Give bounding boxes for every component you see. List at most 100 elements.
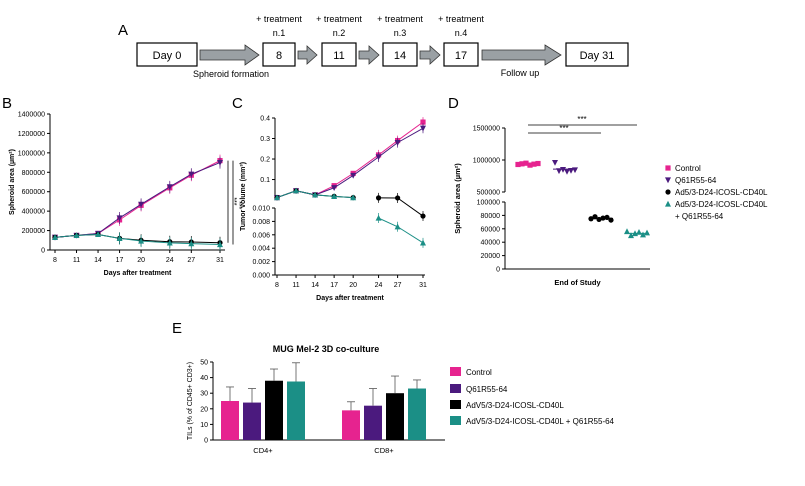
x-tick-label: 20: [137, 257, 145, 264]
x-tick-label: 31: [419, 282, 427, 289]
data-point: [293, 187, 300, 194]
series-line: [378, 217, 424, 244]
y-tick-label: 0: [41, 248, 45, 255]
y-tick-label: 600000: [22, 189, 45, 196]
y-tick-label: 0.2: [260, 157, 270, 164]
series-line: [54, 162, 221, 238]
data-point: [572, 167, 578, 174]
bar: [243, 402, 261, 440]
data-point: [312, 191, 319, 198]
y-tick-label: 800000: [22, 170, 45, 177]
x-tick-label: 14: [311, 282, 319, 289]
y-tick-label: 0.010: [252, 206, 270, 213]
data-point: [636, 228, 642, 235]
legend-marker: [665, 165, 671, 171]
x-tick-label: 27: [187, 257, 195, 264]
data-point: [624, 228, 630, 235]
y-tick-label: 40: [200, 375, 208, 382]
y-tick-label: 0.008: [252, 219, 270, 226]
legend-label: Ad5/3-D24-ICOSL-CD40L: [675, 188, 768, 197]
treatment-number-1: n.1: [273, 28, 286, 38]
data-point: [420, 125, 426, 132]
x-tick-label: 20: [349, 282, 357, 289]
timeline-box-17: [443, 42, 479, 67]
treatment-number-3: n.3: [394, 28, 407, 38]
data-point: [331, 185, 338, 191]
data-point: [644, 229, 650, 236]
x-tick-label: 11: [292, 282, 299, 289]
timeline-follow-up: Follow up: [501, 68, 540, 78]
data-point: [217, 241, 223, 248]
y-tick-label: 0.4: [260, 116, 270, 123]
panel-label-c: C: [232, 95, 243, 112]
y-tick-label: 500000: [477, 190, 500, 197]
data-point: [274, 194, 280, 201]
significance-mark: ***: [235, 201, 242, 209]
data-point: [166, 239, 173, 246]
y-tick-label: 200000: [22, 228, 45, 235]
data-point: [395, 195, 401, 201]
timeline-box-14-label: 14: [394, 50, 406, 62]
bar: [265, 380, 283, 440]
legend-swatch: [450, 367, 461, 376]
data-point: [420, 213, 426, 219]
significance-mark: ***: [230, 197, 237, 205]
legend-label: Q61R55-64: [675, 176, 717, 185]
bar: [221, 401, 239, 440]
data-point: [394, 223, 401, 230]
legend-swatch: [450, 384, 461, 393]
timeline-box-day31: [565, 42, 629, 67]
y-tick-label: 0.004: [252, 246, 270, 253]
data-point: [375, 195, 382, 201]
timeline-arrow-formation: [199, 44, 260, 66]
data-point: [217, 159, 223, 166]
x-tick-label: 8: [275, 282, 279, 289]
data-point: [52, 234, 58, 240]
chart-title: MUG Mel-2 3D co-culture: [273, 344, 380, 354]
legend-label: Control: [675, 164, 701, 173]
data-point: [350, 194, 357, 201]
data-point: [628, 232, 634, 239]
panel-label-b: B: [2, 95, 12, 112]
x-tick-label: 31: [216, 257, 224, 264]
data-point: [188, 240, 195, 247]
data-point: [138, 201, 145, 208]
y-tick-label: 0.3: [260, 136, 270, 143]
y-tick-label: 0.1: [260, 177, 270, 184]
legend-label: Control: [466, 368, 492, 377]
legend-label: Q61R55-64: [466, 385, 508, 394]
data-point: [527, 162, 533, 168]
data-point: [556, 168, 562, 175]
data-point: [420, 119, 426, 125]
panel-label-e: E: [172, 320, 182, 337]
data-point: [394, 140, 401, 146]
series-line: [54, 233, 221, 246]
y-tick-label: 20: [200, 406, 208, 413]
x-tick-label: 11: [73, 257, 80, 264]
data-point: [523, 160, 529, 166]
x-axis-title: Days after treatment: [104, 270, 172, 277]
y-tick-label: 1000000: [473, 158, 500, 165]
significance-mark: ***: [559, 124, 568, 133]
y-tick-label: 0.000: [252, 273, 270, 280]
data-point: [188, 171, 195, 178]
data-point: [116, 215, 123, 222]
y-tick-label: 1400000: [18, 112, 45, 119]
x-category-label: CD8+: [374, 446, 394, 455]
y-tick-label: 20000: [481, 253, 501, 260]
y-tick-label: 10: [200, 422, 208, 429]
panel-c-chart: 0.000 0.002 0.004 0.006 0.008 0.010 0.1 0.2 0.3 0…: [240, 116, 427, 303]
legend-swatch: [450, 400, 461, 409]
timeline-spheroid-formation: Spheroid formation: [193, 69, 269, 79]
x-tick-label: 17: [116, 257, 124, 264]
y-tick-label: 80000: [481, 213, 501, 220]
panel-label-a: A: [118, 22, 128, 39]
bar: [287, 381, 305, 440]
legend-label: Ad5/3-D24-ICOSL-CD40L: [675, 200, 768, 209]
legend-marker: [665, 200, 671, 207]
data-point: [138, 237, 145, 244]
treatment-label-4: + treatment: [438, 14, 484, 24]
y-tick-label: 100000: [477, 200, 500, 207]
timeline-arrow-1: [297, 45, 318, 65]
